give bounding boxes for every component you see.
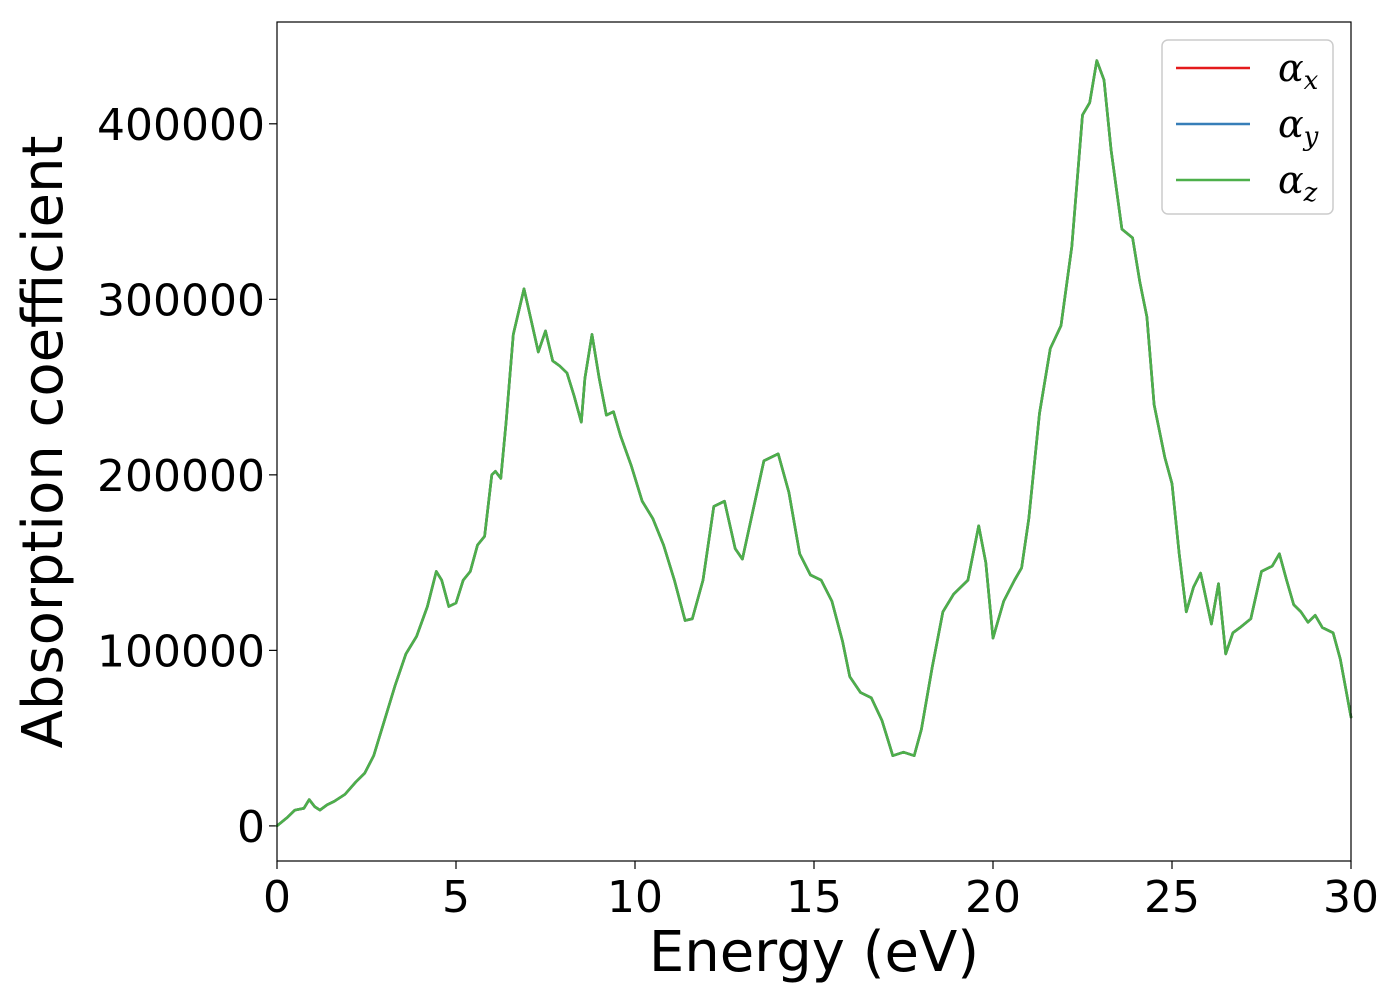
x-tick-label: 25: [1144, 872, 1200, 923]
x-axis-ticks: 0 5 10 15 20 25 30: [263, 861, 1379, 923]
y-tick-label: 0: [237, 802, 265, 853]
y-axis-ticks: 0 100000 200000 300000 400000: [97, 100, 277, 853]
legend-label-alpha-y: αy: [1278, 102, 1319, 152]
x-tick-label: 20: [965, 872, 1021, 923]
plot-frame: [276, 21, 1352, 862]
series-line-alpha-z: [275, 59, 1353, 828]
x-tick-label: 0: [263, 872, 291, 923]
legend-box: [1161, 39, 1334, 215]
series-layer: [275, 59, 1353, 828]
x-tick-label: 30: [1323, 872, 1379, 923]
y-tick-label: 200000: [97, 451, 265, 502]
y-tick-label: 300000: [97, 275, 265, 326]
y-tick-label: 100000: [97, 626, 265, 677]
legend-label-alpha-x: αx: [1278, 46, 1319, 96]
x-tick-label: 15: [786, 872, 842, 923]
x-axis-title: Energy (eV): [649, 920, 979, 985]
y-tick-label: 400000: [97, 100, 265, 151]
x-tick-label: 5: [442, 872, 470, 923]
x-tick-label: 10: [607, 872, 663, 923]
y-axis-title: Absorption coefficient: [11, 136, 76, 749]
